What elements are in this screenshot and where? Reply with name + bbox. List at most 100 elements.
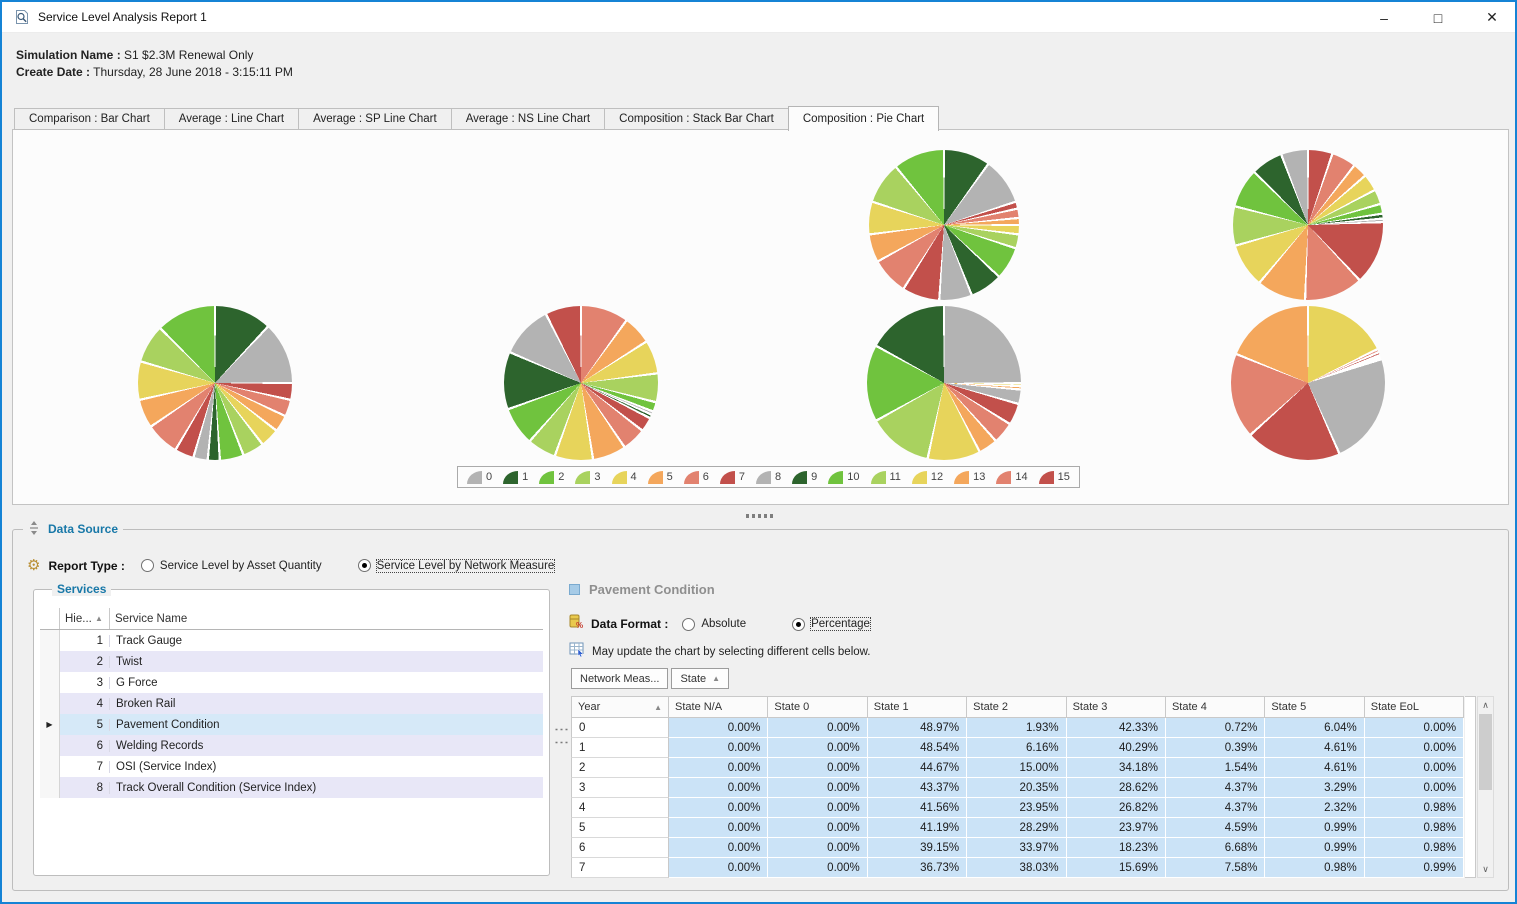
service-row-welding-records[interactable]: 6Welding Records [40, 735, 543, 756]
value-cell[interactable]: 0.99% [1265, 818, 1364, 838]
radio-icon[interactable] [792, 618, 805, 631]
tab-average-ns-line-chart[interactable]: Average : NS Line Chart [451, 108, 604, 130]
value-cell[interactable]: 20.35% [967, 778, 1066, 798]
service-name-cell[interactable]: G Force [110, 677, 543, 689]
value-cell[interactable]: 0.00% [768, 858, 867, 878]
service-name-cell[interactable]: Welding Records [110, 740, 543, 752]
value-cell[interactable]: 41.19% [868, 818, 967, 838]
table-col-state-eol[interactable]: State EoL [1365, 696, 1464, 718]
value-cell[interactable]: 28.29% [967, 818, 1066, 838]
value-cell[interactable]: 0.00% [768, 818, 867, 838]
value-cell[interactable]: 6.68% [1166, 838, 1265, 858]
service-hierarchy-cell[interactable]: 8 [60, 782, 110, 794]
value-cell[interactable]: 0.98% [1365, 818, 1464, 838]
close-button[interactable]: ✕ [1479, 9, 1505, 26]
radio-icon[interactable] [141, 559, 154, 572]
value-cell[interactable]: 6.16% [967, 738, 1066, 758]
service-hierarchy-cell[interactable]: 1 [60, 635, 110, 647]
service-hierarchy-cell[interactable]: 3 [60, 677, 110, 689]
service-hierarchy-cell[interactable]: 2 [60, 656, 110, 668]
value-cell[interactable]: 42.33% [1067, 718, 1166, 738]
value-cell[interactable]: 26.82% [1067, 798, 1166, 818]
table-col-state-n-a[interactable]: State N/A [669, 696, 768, 718]
value-cell[interactable]: 0.00% [669, 778, 768, 798]
value-cell[interactable]: 0.00% [669, 718, 768, 738]
value-cell[interactable]: 0.00% [1365, 738, 1464, 758]
radio-data-format-percentage[interactable]: Percentage [792, 618, 870, 631]
value-cell[interactable]: 23.97% [1067, 818, 1166, 838]
value-cell[interactable]: 23.95% [967, 798, 1066, 818]
service-row-track-gauge[interactable]: 1Track Gauge [40, 630, 543, 651]
value-cell[interactable]: 0.00% [768, 758, 867, 778]
table-col-year[interactable]: Year▲ [571, 696, 669, 718]
value-cell[interactable]: 0.00% [669, 758, 768, 778]
value-cell[interactable]: 15.00% [967, 758, 1066, 778]
tab-average-sp-line-chart[interactable]: Average : SP Line Chart [298, 108, 451, 130]
service-name-cell[interactable]: OSI (Service Index) [110, 761, 543, 773]
scroll-down-icon[interactable]: ∨ [1478, 861, 1493, 877]
table-col-state-2[interactable]: State 2 [967, 696, 1066, 718]
year-cell[interactable]: 2 [571, 758, 669, 778]
value-cell[interactable]: 0.00% [669, 838, 768, 858]
value-cell[interactable]: 0.00% [1365, 718, 1464, 738]
service-name-cell[interactable]: Broken Rail [110, 698, 543, 710]
chip-network-measure[interactable]: Network Meas... [571, 668, 668, 689]
year-cell[interactable]: 0 [571, 718, 669, 738]
row-drag-handle[interactable]: ⋮⋮ [557, 722, 565, 748]
service-hierarchy-cell[interactable]: 4 [60, 698, 110, 710]
value-cell[interactable]: 28.62% [1067, 778, 1166, 798]
value-cell[interactable]: 1.93% [967, 718, 1066, 738]
scroll-up-icon[interactable]: ∧ [1478, 697, 1493, 713]
value-cell[interactable]: 3.29% [1265, 778, 1364, 798]
value-cell[interactable]: 39.15% [868, 838, 967, 858]
value-cell[interactable]: 0.00% [768, 738, 867, 758]
service-row-broken-rail[interactable]: 4Broken Rail [40, 693, 543, 714]
value-cell[interactable]: 41.56% [868, 798, 967, 818]
value-cell[interactable]: 0.00% [669, 858, 768, 878]
radio-report-type-service-level-by-network-measure[interactable]: Service Level by Network Measure [358, 559, 555, 572]
value-cell[interactable]: 0.72% [1166, 718, 1265, 738]
radio-icon[interactable] [682, 618, 695, 631]
service-name-cell[interactable]: Twist [110, 656, 543, 668]
value-cell[interactable]: 34.18% [1067, 758, 1166, 778]
value-cell[interactable]: 38.03% [967, 858, 1066, 878]
service-row-osi-service-index-[interactable]: 7OSI (Service Index) [40, 756, 543, 777]
radio-icon[interactable] [358, 559, 371, 572]
value-cell[interactable]: 48.54% [868, 738, 967, 758]
value-cell[interactable]: 2.32% [1265, 798, 1364, 818]
year-cell[interactable]: 1 [571, 738, 669, 758]
chip-state[interactable]: State ▲ [671, 668, 729, 689]
value-cell[interactable]: 0.00% [768, 838, 867, 858]
value-cell[interactable]: 0.00% [1365, 778, 1464, 798]
value-cell[interactable]: 18.23% [1067, 838, 1166, 858]
value-cell[interactable]: 43.37% [868, 778, 967, 798]
value-cell[interactable]: 48.97% [868, 718, 967, 738]
panel-splitter-handle[interactable] [746, 514, 775, 518]
value-cell[interactable]: 4.59% [1166, 818, 1265, 838]
value-cell[interactable]: 0.98% [1365, 798, 1464, 818]
table-col-state-1[interactable]: State 1 [868, 696, 967, 718]
value-cell[interactable]: 15.69% [1067, 858, 1166, 878]
value-cell[interactable]: 0.00% [768, 798, 867, 818]
minimize-button[interactable]: – [1371, 10, 1397, 26]
vertical-scrollbar[interactable]: ∧ ∨ [1477, 696, 1494, 878]
service-name-cell[interactable]: Pavement Condition [110, 719, 543, 731]
service-row-g-force[interactable]: 3G Force [40, 672, 543, 693]
value-cell[interactable]: 4.61% [1265, 758, 1364, 778]
tab-composition-pie-chart[interactable]: Composition : Pie Chart [788, 106, 939, 131]
services-col-hierarchy[interactable]: Hie... ▲ [60, 608, 110, 629]
radio-data-format-absolute[interactable]: Absolute [682, 618, 746, 631]
value-cell[interactable]: 0.98% [1265, 858, 1364, 878]
table-col-state-5[interactable]: State 5 [1265, 696, 1364, 718]
service-name-cell[interactable]: Track Overall Condition (Service Index) [110, 782, 543, 794]
value-cell[interactable]: 33.97% [967, 838, 1066, 858]
maximize-button[interactable]: □ [1425, 10, 1451, 26]
value-cell[interactable]: 0.00% [1365, 758, 1464, 778]
value-cell[interactable]: 0.39% [1166, 738, 1265, 758]
value-cell[interactable]: 1.54% [1166, 758, 1265, 778]
value-cell[interactable]: 40.29% [1067, 738, 1166, 758]
value-cell[interactable]: 36.73% [868, 858, 967, 878]
service-row-twist[interactable]: 2Twist [40, 651, 543, 672]
splitter-collapse-icon[interactable] [23, 520, 45, 541]
value-cell[interactable]: 0.99% [1265, 838, 1364, 858]
